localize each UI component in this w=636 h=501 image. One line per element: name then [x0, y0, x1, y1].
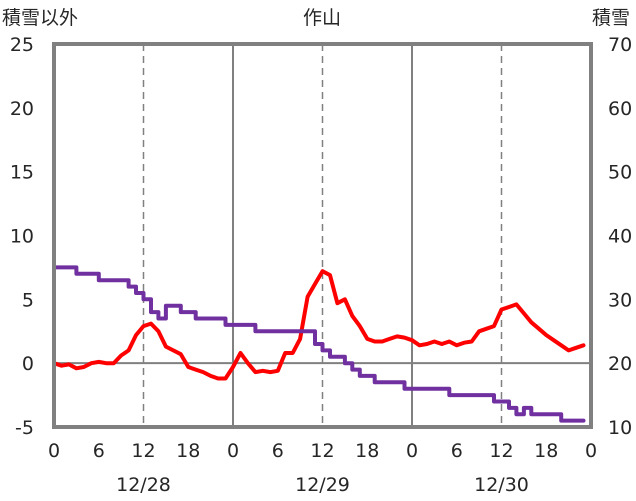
date-label: 12/28	[116, 474, 171, 496]
chart-title: 作山	[303, 7, 341, 29]
right-y-tick-label: 20	[608, 353, 632, 375]
snow-depth-series-line	[52, 265, 586, 423]
date-label: 12/30	[474, 474, 529, 496]
right-y-tick-label: 60	[608, 98, 632, 120]
x-tick-label: 18	[355, 440, 379, 462]
left-y-tick-label: 15	[10, 162, 34, 184]
x-tick-label: 6	[451, 440, 463, 462]
x-tick-label: 0	[585, 440, 597, 462]
left-y-tick-label: 0	[22, 353, 34, 375]
x-tick-label: 18	[176, 440, 200, 462]
x-tick-label: 6	[272, 440, 284, 462]
x-tick-label: 0	[48, 440, 60, 462]
x-tick-label: 18	[534, 440, 558, 462]
left-y-tick-label: 25	[10, 34, 34, 56]
left-y-tick-label: 5	[22, 289, 34, 311]
right-y-tick-label: 40	[608, 226, 632, 248]
right-y-tick-label: 70	[608, 34, 632, 56]
left-y-tick-label: 10	[10, 226, 34, 248]
left-axis-label: 積雪以外	[2, 7, 78, 29]
date-label: 12/29	[295, 474, 350, 496]
plot-frame	[52, 42, 593, 429]
x-tick-label: 6	[93, 440, 105, 462]
temperature-series-line	[52, 269, 586, 381]
x-tick-label: 12	[489, 440, 513, 462]
right-y-tick-label: 50	[608, 162, 632, 184]
series-layer	[52, 265, 586, 423]
x-tick-label: 12	[310, 440, 334, 462]
x-tick-label: 0	[227, 440, 239, 462]
left-y-tick-label: -5	[15, 417, 34, 439]
grid-layer	[54, 44, 591, 427]
x-tick-label: 12	[131, 440, 155, 462]
right-y-tick-label: 30	[608, 289, 632, 311]
left-y-tick-label: 20	[10, 98, 34, 120]
right-y-tick-label: 10	[608, 417, 632, 439]
x-tick-label: 0	[406, 440, 418, 462]
right-axis-label: 積雪	[592, 7, 630, 29]
